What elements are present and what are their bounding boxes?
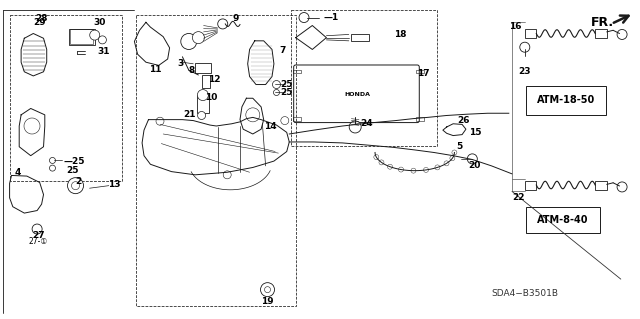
Text: ATM-18-50: ATM-18-50 xyxy=(537,95,596,106)
Circle shape xyxy=(193,32,204,44)
Text: ATM-8-40: ATM-8-40 xyxy=(538,215,589,225)
Circle shape xyxy=(450,156,455,161)
Circle shape xyxy=(281,116,289,125)
Bar xyxy=(525,181,536,190)
Circle shape xyxy=(49,158,56,163)
Circle shape xyxy=(68,178,83,194)
Circle shape xyxy=(90,30,100,40)
Text: 20: 20 xyxy=(468,161,481,170)
Text: 14: 14 xyxy=(264,122,276,130)
Text: FR.: FR. xyxy=(591,17,614,29)
Text: 18: 18 xyxy=(394,30,406,39)
Text: 9: 9 xyxy=(232,14,239,23)
Bar xyxy=(293,70,301,73)
Circle shape xyxy=(264,287,271,293)
Bar xyxy=(416,117,424,121)
Text: 25: 25 xyxy=(280,88,293,97)
Circle shape xyxy=(24,118,40,134)
Text: 16: 16 xyxy=(509,22,522,31)
Text: 27-①: 27-① xyxy=(29,237,48,246)
Text: 19: 19 xyxy=(261,297,274,306)
Circle shape xyxy=(218,19,228,29)
Text: 15: 15 xyxy=(468,128,481,137)
Circle shape xyxy=(156,117,164,125)
Circle shape xyxy=(197,90,209,100)
Circle shape xyxy=(260,283,275,297)
Text: 13: 13 xyxy=(108,180,120,189)
Text: 23: 23 xyxy=(518,67,531,76)
Circle shape xyxy=(198,111,205,120)
Circle shape xyxy=(273,90,280,95)
Bar xyxy=(526,86,606,115)
Circle shape xyxy=(387,164,392,169)
Text: 22: 22 xyxy=(512,193,525,202)
Text: 11: 11 xyxy=(148,65,161,74)
Text: HONDA: HONDA xyxy=(344,92,370,97)
Circle shape xyxy=(452,150,457,155)
Text: —25: —25 xyxy=(64,157,86,166)
Text: 28: 28 xyxy=(35,14,48,23)
Text: 26: 26 xyxy=(458,116,470,125)
Bar xyxy=(10,15,122,181)
Text: 4: 4 xyxy=(15,168,21,177)
Bar xyxy=(195,63,211,73)
Text: 2: 2 xyxy=(75,177,81,186)
Circle shape xyxy=(467,154,477,164)
Bar xyxy=(197,95,209,113)
Text: 29: 29 xyxy=(33,19,46,27)
Circle shape xyxy=(444,161,449,166)
Circle shape xyxy=(424,167,429,172)
Circle shape xyxy=(399,167,403,172)
Text: 17: 17 xyxy=(417,69,430,78)
Circle shape xyxy=(49,165,56,171)
Bar xyxy=(202,75,210,88)
Text: 12: 12 xyxy=(208,75,221,84)
Circle shape xyxy=(411,168,416,173)
Bar xyxy=(70,29,93,44)
Bar xyxy=(351,34,369,41)
Circle shape xyxy=(246,108,260,122)
Circle shape xyxy=(374,155,379,160)
Bar xyxy=(291,10,437,146)
Bar xyxy=(595,29,607,38)
Bar xyxy=(416,70,424,73)
Circle shape xyxy=(32,224,42,234)
Text: 3: 3 xyxy=(177,59,184,68)
Bar xyxy=(293,117,301,121)
Text: 30: 30 xyxy=(93,19,106,27)
Bar xyxy=(595,181,607,190)
Text: 5: 5 xyxy=(456,142,463,151)
Bar xyxy=(526,207,600,233)
Circle shape xyxy=(349,121,361,133)
Text: 25: 25 xyxy=(66,166,79,174)
Text: 10: 10 xyxy=(205,93,218,102)
Circle shape xyxy=(617,182,627,192)
Text: 8: 8 xyxy=(189,66,195,75)
Circle shape xyxy=(435,165,440,170)
Circle shape xyxy=(273,80,280,89)
Bar xyxy=(69,29,95,45)
Text: 24: 24 xyxy=(360,119,372,128)
Circle shape xyxy=(72,182,79,190)
Text: 27: 27 xyxy=(32,231,45,240)
Circle shape xyxy=(379,160,384,165)
Circle shape xyxy=(520,42,530,52)
Text: —1: —1 xyxy=(323,13,339,22)
Circle shape xyxy=(617,29,627,40)
Circle shape xyxy=(223,171,231,179)
Circle shape xyxy=(299,12,309,23)
Text: 31: 31 xyxy=(97,47,110,56)
Text: SDA4−B3501B: SDA4−B3501B xyxy=(492,289,558,298)
Text: 21: 21 xyxy=(183,110,196,119)
Circle shape xyxy=(99,36,106,44)
Circle shape xyxy=(180,33,197,49)
Bar xyxy=(136,15,296,306)
Text: 25: 25 xyxy=(280,80,293,89)
Bar xyxy=(525,29,536,38)
Text: 7: 7 xyxy=(280,46,286,55)
